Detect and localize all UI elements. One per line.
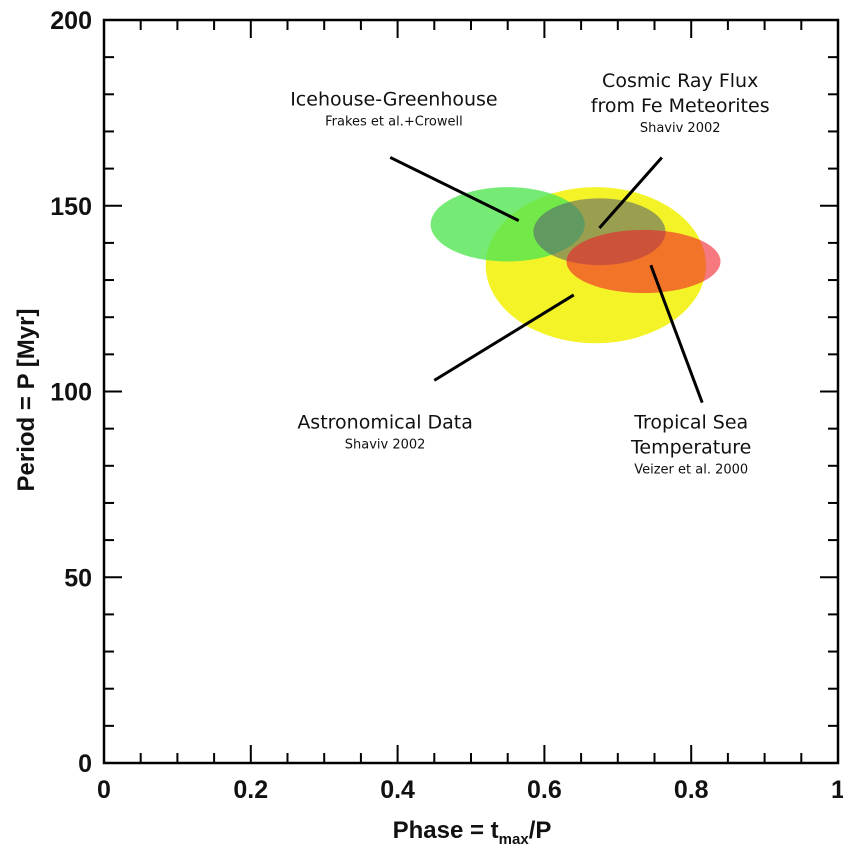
annotation-pointer [598,156,663,230]
annotation-source: Shaviv 2002 [640,121,721,136]
y-tick-label: 200 [50,7,92,35]
x-axis-title-tail: /P [529,817,552,844]
annotation-source: Frakes et al.+Crowell [325,114,463,129]
x-axis-title: Phase = tmax/P [393,817,552,846]
annotation: Astronomical Data Shaviv 2002 [297,412,473,453]
x-axis-title-main: Phase = t [393,817,499,844]
y-tick-label: 150 [50,193,92,221]
annotation: Cosmic Ray Flux from Fe Meteorites Shaviv … [591,70,770,136]
annotation: Tropical Sea Temperature Veizer et al. 200… [630,412,751,478]
annotation-pointer [389,156,520,222]
annotation-source: Veizer et al. 2000 [634,463,748,478]
axis-ticks: 0 0.2 0.4 0.6 0.8 1 0 50 100 150 200 [50,7,843,804]
y-axis-title: Period = P [Myr] [13,309,40,492]
x-tick-label: 0 [97,776,111,804]
x-tick-label: 0.8 [674,776,709,804]
annotation-label: Tropical Sea [633,412,748,434]
y-tick-label: 0 [78,750,92,778]
annotation-pointer [649,264,704,404]
x-tick-label: 0.4 [380,776,415,804]
x-tick-label: 1 [831,776,843,804]
y-tick-label: 50 [64,564,92,592]
annotation-label: Icehouse-Greenhouse [290,88,497,110]
x-tick-label: 0.6 [527,776,562,804]
y-tick-label: 100 [50,379,92,407]
annotation-label: from Fe Meteorites [591,95,770,117]
plot-frame [102,18,840,765]
x-axis-title-subscript: max [499,831,530,846]
axis-titles: Phase = tmax/P Period = P [Myr] [13,309,551,846]
annotation-label: Temperature [630,437,751,459]
annotations: Icehouse-Greenhouse Frakes et al.+Crowell… [290,70,769,478]
data-regions [430,187,721,344]
region-tropical-sea-temperature [566,229,721,294]
annotation: Icehouse-Greenhouse Frakes et al.+Crowell [290,88,497,129]
annotation-pointers [389,156,704,404]
annotation-source: Shaviv 2002 [345,438,426,453]
annotation-pointer [433,293,575,382]
plot-border [102,18,840,765]
annotation-label: Cosmic Ray Flux [602,70,758,92]
annotation-label: Astronomical Data [297,412,473,434]
x-tick-label: 0.2 [233,776,268,804]
